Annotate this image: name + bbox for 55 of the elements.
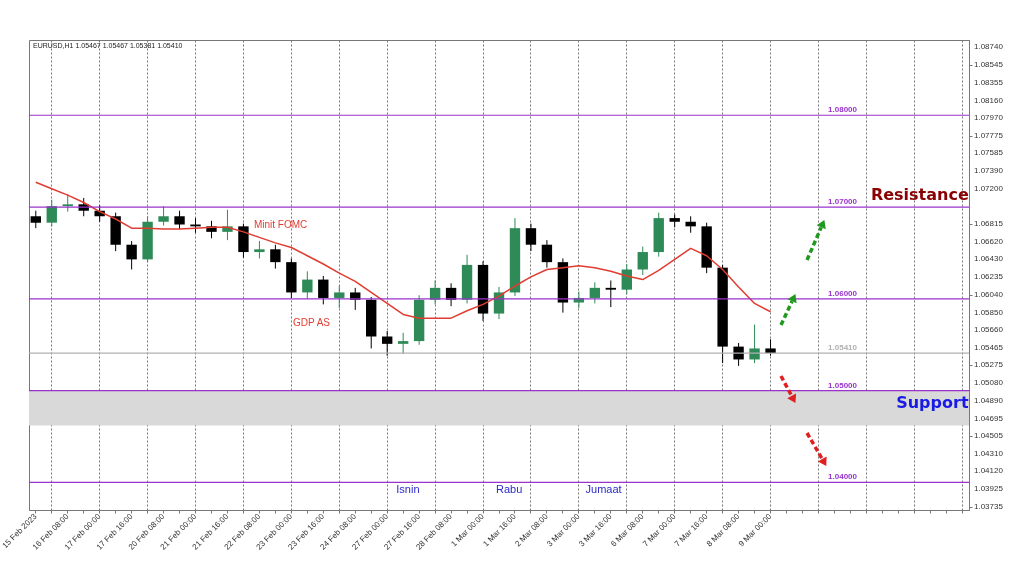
y-tick-label: 1.06040 — [974, 290, 1004, 300]
ref-line-label: 1.04000 — [828, 472, 858, 482]
y-tick-label: 1.04695 — [974, 413, 1004, 423]
y-tick-label: 1.05660 — [974, 325, 1004, 335]
y-tick-label: 1.07970 — [974, 113, 1004, 123]
candlestick — [126, 240, 137, 270]
candlestick — [158, 205, 169, 226]
annotation: GDP AS — [292, 317, 331, 328]
ref-line-label: 1.05410 — [828, 343, 858, 353]
annotation: Jumaat — [585, 483, 622, 495]
y-tick-label: 1.05080 — [974, 378, 1004, 388]
y-tick-label: 1.03735 — [974, 501, 1004, 511]
y-tick-label: 1.04505 — [974, 431, 1004, 441]
candlestick — [318, 275, 329, 305]
line-series — [35, 181, 772, 319]
annotation: Support — [896, 393, 969, 412]
y-tick-label: 1.07585 — [974, 148, 1004, 158]
ref-line-label: 1.07000 — [828, 197, 858, 207]
y-tick-label: 1.06620 — [974, 236, 1004, 246]
y-tick-label: 1.08545 — [974, 60, 1004, 70]
candlestick — [382, 330, 393, 357]
y-tick-label: 1.08740 — [974, 42, 1004, 52]
annotation: Minit FOMC — [253, 219, 308, 230]
candlestick — [334, 285, 345, 309]
y-tick-label: 1.06235 — [974, 272, 1004, 282]
ref-line-label: 1.08000 — [828, 105, 858, 115]
y-tick-label: 1.04120 — [974, 466, 1004, 476]
y-tick-label: 1.07775 — [974, 130, 1004, 140]
candlestick — [621, 263, 632, 295]
y-tick-label: 1.04890 — [974, 395, 1004, 405]
y-tick-label: 1.07200 — [974, 183, 1004, 193]
annotation: Resistance — [870, 185, 969, 204]
ref-line-label: 1.05000 — [828, 380, 858, 390]
y-tick-label: 1.05465 — [974, 342, 1004, 352]
candlestick — [541, 239, 553, 269]
candlestick — [605, 280, 616, 308]
y-tick-label: 1.06430 — [974, 254, 1004, 264]
candlestick — [637, 246, 648, 276]
y-tick-label: 1.03925 — [974, 484, 1004, 494]
candlestick — [397, 332, 409, 355]
candlestick — [270, 244, 281, 270]
candlestick — [525, 223, 537, 252]
y-tick-label: 1.04310 — [974, 449, 1004, 458]
y-tick-label: 1.05275 — [974, 360, 1004, 370]
annotation: Isnin — [396, 483, 420, 495]
y-tick-label: 1.06815 — [974, 219, 1004, 229]
y-tick-label: 1.07390 — [974, 166, 1004, 176]
candlestick — [174, 210, 185, 230]
ref-line-label: 1.06000 — [828, 288, 858, 298]
candlestick — [589, 281, 601, 304]
y-tick-label: 1.08355 — [974, 77, 1004, 87]
candlestick — [302, 270, 313, 300]
y-tick-label: 1.08160 — [974, 95, 1004, 105]
y-tick-label: 1.05850 — [974, 307, 1004, 317]
annotation: Rabu — [495, 483, 523, 495]
